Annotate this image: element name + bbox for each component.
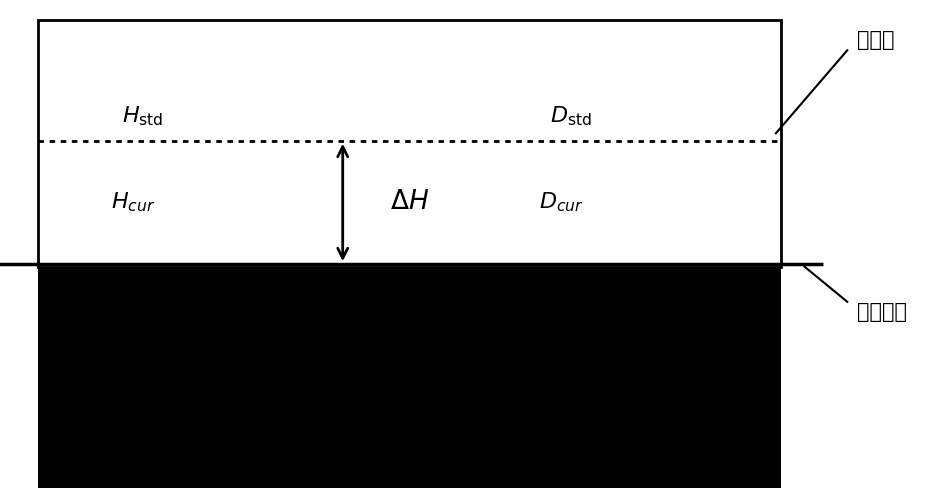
- Text: $\mathit{D}_{cur}$: $\mathit{D}_{cur}$: [540, 191, 584, 214]
- Bar: [38, 20, 781, 267]
- Bar: [38, 246, 781, 488]
- Text: $\mathit{H}_{\rm std}$: $\mathit{H}_{\rm std}$: [122, 105, 164, 128]
- Text: $\Delta H$: $\Delta H$: [389, 190, 429, 215]
- Text: 当前边缘: 当前边缘: [857, 302, 907, 322]
- Text: $\mathit{H}_{cur}$: $\mathit{H}_{cur}$: [111, 191, 155, 214]
- Text: $\mathit{D}_{\rm std}$: $\mathit{D}_{\rm std}$: [550, 105, 592, 128]
- Text: 参考线: 参考线: [857, 30, 894, 50]
